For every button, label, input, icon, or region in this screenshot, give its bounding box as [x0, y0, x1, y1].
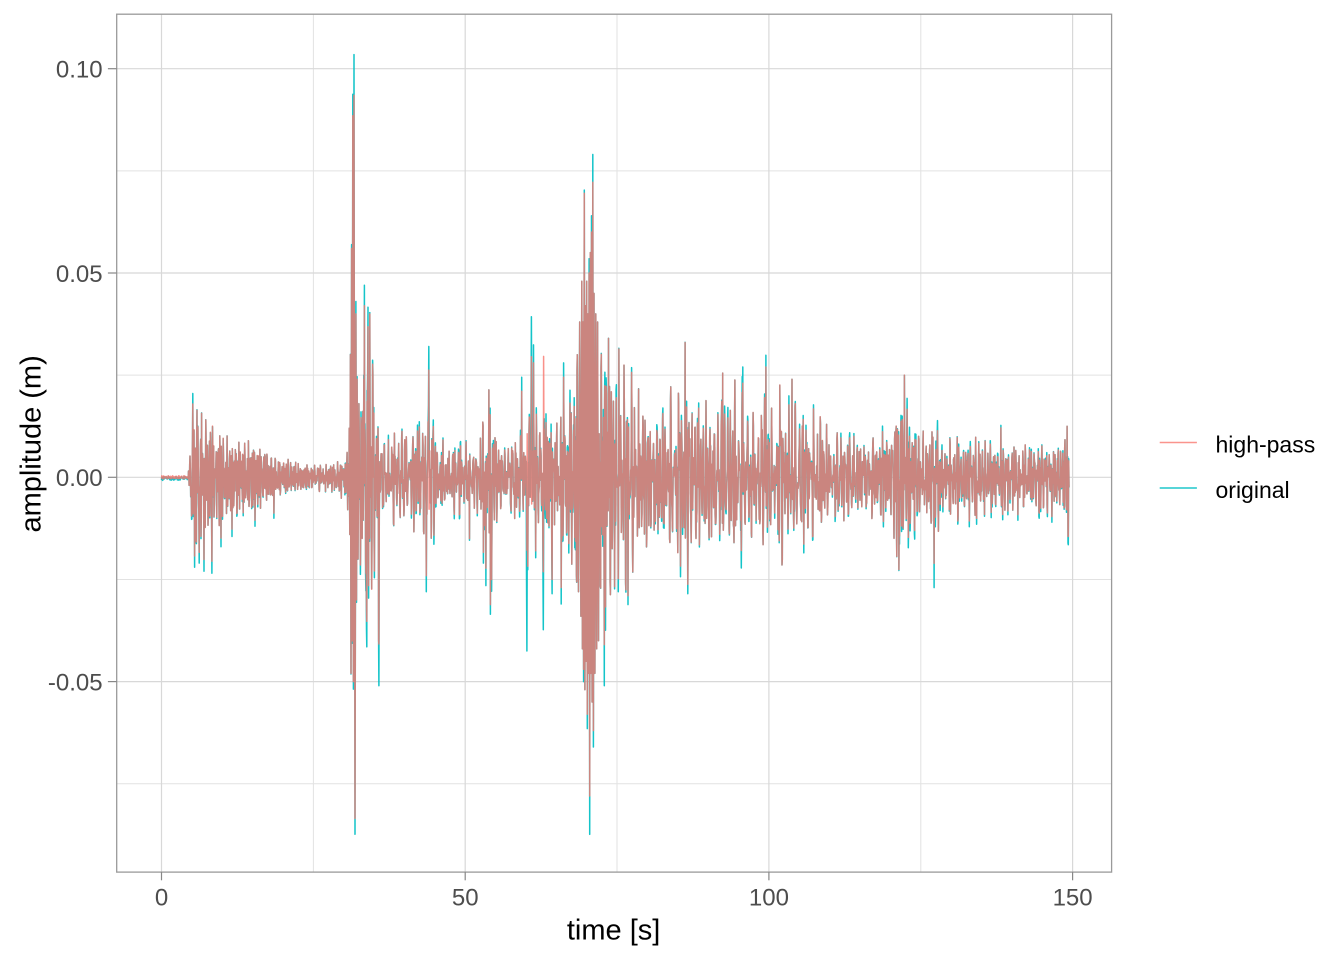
svg-text:50: 50: [452, 885, 479, 912]
svg-text:0.10: 0.10: [56, 57, 103, 84]
svg-text:0.05: 0.05: [56, 261, 103, 288]
svg-text:0: 0: [155, 885, 168, 912]
svg-text:0.00: 0.00: [56, 465, 103, 492]
svg-text:high-pass: high-pass: [1216, 431, 1316, 457]
svg-text:time [s]: time [s]: [567, 915, 660, 947]
svg-text:original: original: [1216, 477, 1290, 503]
svg-text:100: 100: [749, 885, 789, 912]
svg-text:150: 150: [1053, 885, 1093, 912]
svg-text:-0.05: -0.05: [48, 670, 103, 697]
svg-text:amplitude (m): amplitude (m): [16, 355, 48, 532]
